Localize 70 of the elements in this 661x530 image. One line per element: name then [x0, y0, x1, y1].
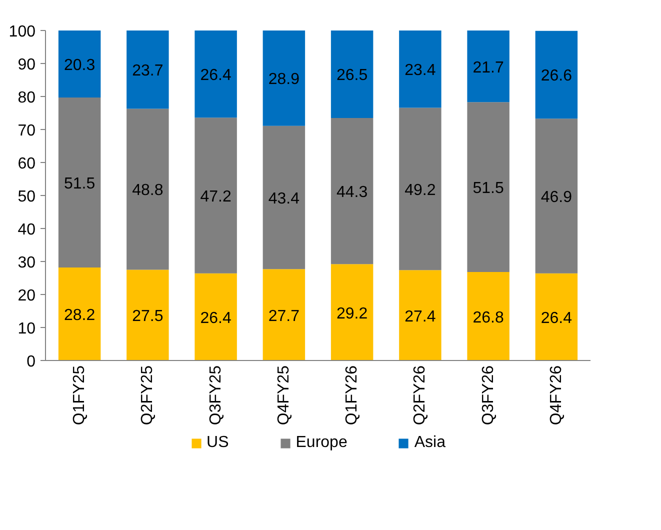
bar	[535, 30, 578, 119]
data-label: 21.7	[472, 59, 504, 76]
legend-label: US	[206, 434, 229, 452]
data-label: 29.2	[336, 305, 368, 322]
bar	[126, 270, 169, 360]
bar	[467, 30, 510, 102]
x-tick-label: Q2FY25	[139, 365, 156, 426]
data-label: 26.5	[336, 67, 368, 84]
data-label: 48.8	[132, 182, 164, 200]
data-label: 20.3	[64, 56, 96, 74]
data-label: 47.2	[200, 188, 232, 206]
y-tick-label: 80	[18, 90, 36, 106]
bar	[467, 272, 510, 360]
data-label: 51.5	[64, 175, 96, 192]
data-label: 28.2	[64, 306, 96, 324]
bar	[399, 30, 442, 108]
legend-label: Asia	[414, 434, 446, 452]
y-tick-label: 100	[8, 24, 36, 40]
data-label: 28.9	[268, 71, 300, 88]
bar	[58, 267, 101, 360]
data-label: 49.2	[404, 182, 436, 199]
data-label: 26.4	[200, 310, 232, 327]
bar	[535, 273, 578, 360]
data-label: 26.8	[472, 309, 504, 326]
bar	[194, 273, 237, 360]
x-tick-label: Q1FY26	[344, 365, 361, 426]
data-label: 51.5	[472, 180, 504, 198]
bar	[399, 108, 442, 270]
bar	[262, 269, 306, 360]
x-tick-label: Q3FY25	[207, 365, 224, 426]
bar	[262, 126, 306, 270]
data-label: 26.4	[200, 67, 232, 84]
x-tick-label: Q4FY25	[275, 365, 292, 426]
x-tick-label: Q2FY26	[412, 365, 429, 426]
bar	[58, 30, 101, 98]
bar	[262, 30, 306, 126]
bar	[535, 118, 578, 274]
bar	[58, 97, 101, 268]
data-label: 27.5	[132, 308, 164, 326]
x-tick-label: Q3FY26	[480, 365, 497, 426]
bar	[399, 270, 442, 360]
y-tick-label: 20	[18, 288, 36, 304]
legend-label: Europe	[296, 434, 348, 452]
bar	[467, 102, 510, 272]
data-label: 23.4	[404, 62, 436, 80]
y-tick-label: 60	[18, 156, 36, 172]
y-tick-label: 90	[18, 56, 36, 74]
y-tick-label: 40	[18, 222, 36, 238]
data-label: 44.3	[336, 184, 368, 202]
y-tick-label: 50	[18, 188, 36, 206]
x-tick-label: Q1FY25	[71, 365, 88, 426]
bar	[194, 118, 237, 274]
bar	[330, 118, 374, 264]
y-tick-label: 70	[18, 122, 36, 140]
data-label: 27.4	[404, 308, 436, 326]
data-label: 43.4	[268, 190, 300, 208]
data-label: 46.9	[540, 188, 572, 206]
x-tick-label: Q4FY26	[548, 365, 565, 426]
bar	[330, 30, 374, 118]
data-label: 27.7	[268, 308, 300, 325]
bar	[194, 30, 237, 118]
y-tick-label: 0	[26, 354, 36, 370]
bar	[330, 264, 374, 360]
y-tick-label: 10	[18, 320, 36, 338]
data-label: 23.7	[132, 62, 164, 80]
data-label: 26.6	[540, 68, 572, 85]
y-tick-label: 30	[18, 254, 36, 272]
data-label: 26.4	[540, 310, 572, 327]
bar	[126, 30, 169, 109]
bar	[126, 108, 169, 270]
